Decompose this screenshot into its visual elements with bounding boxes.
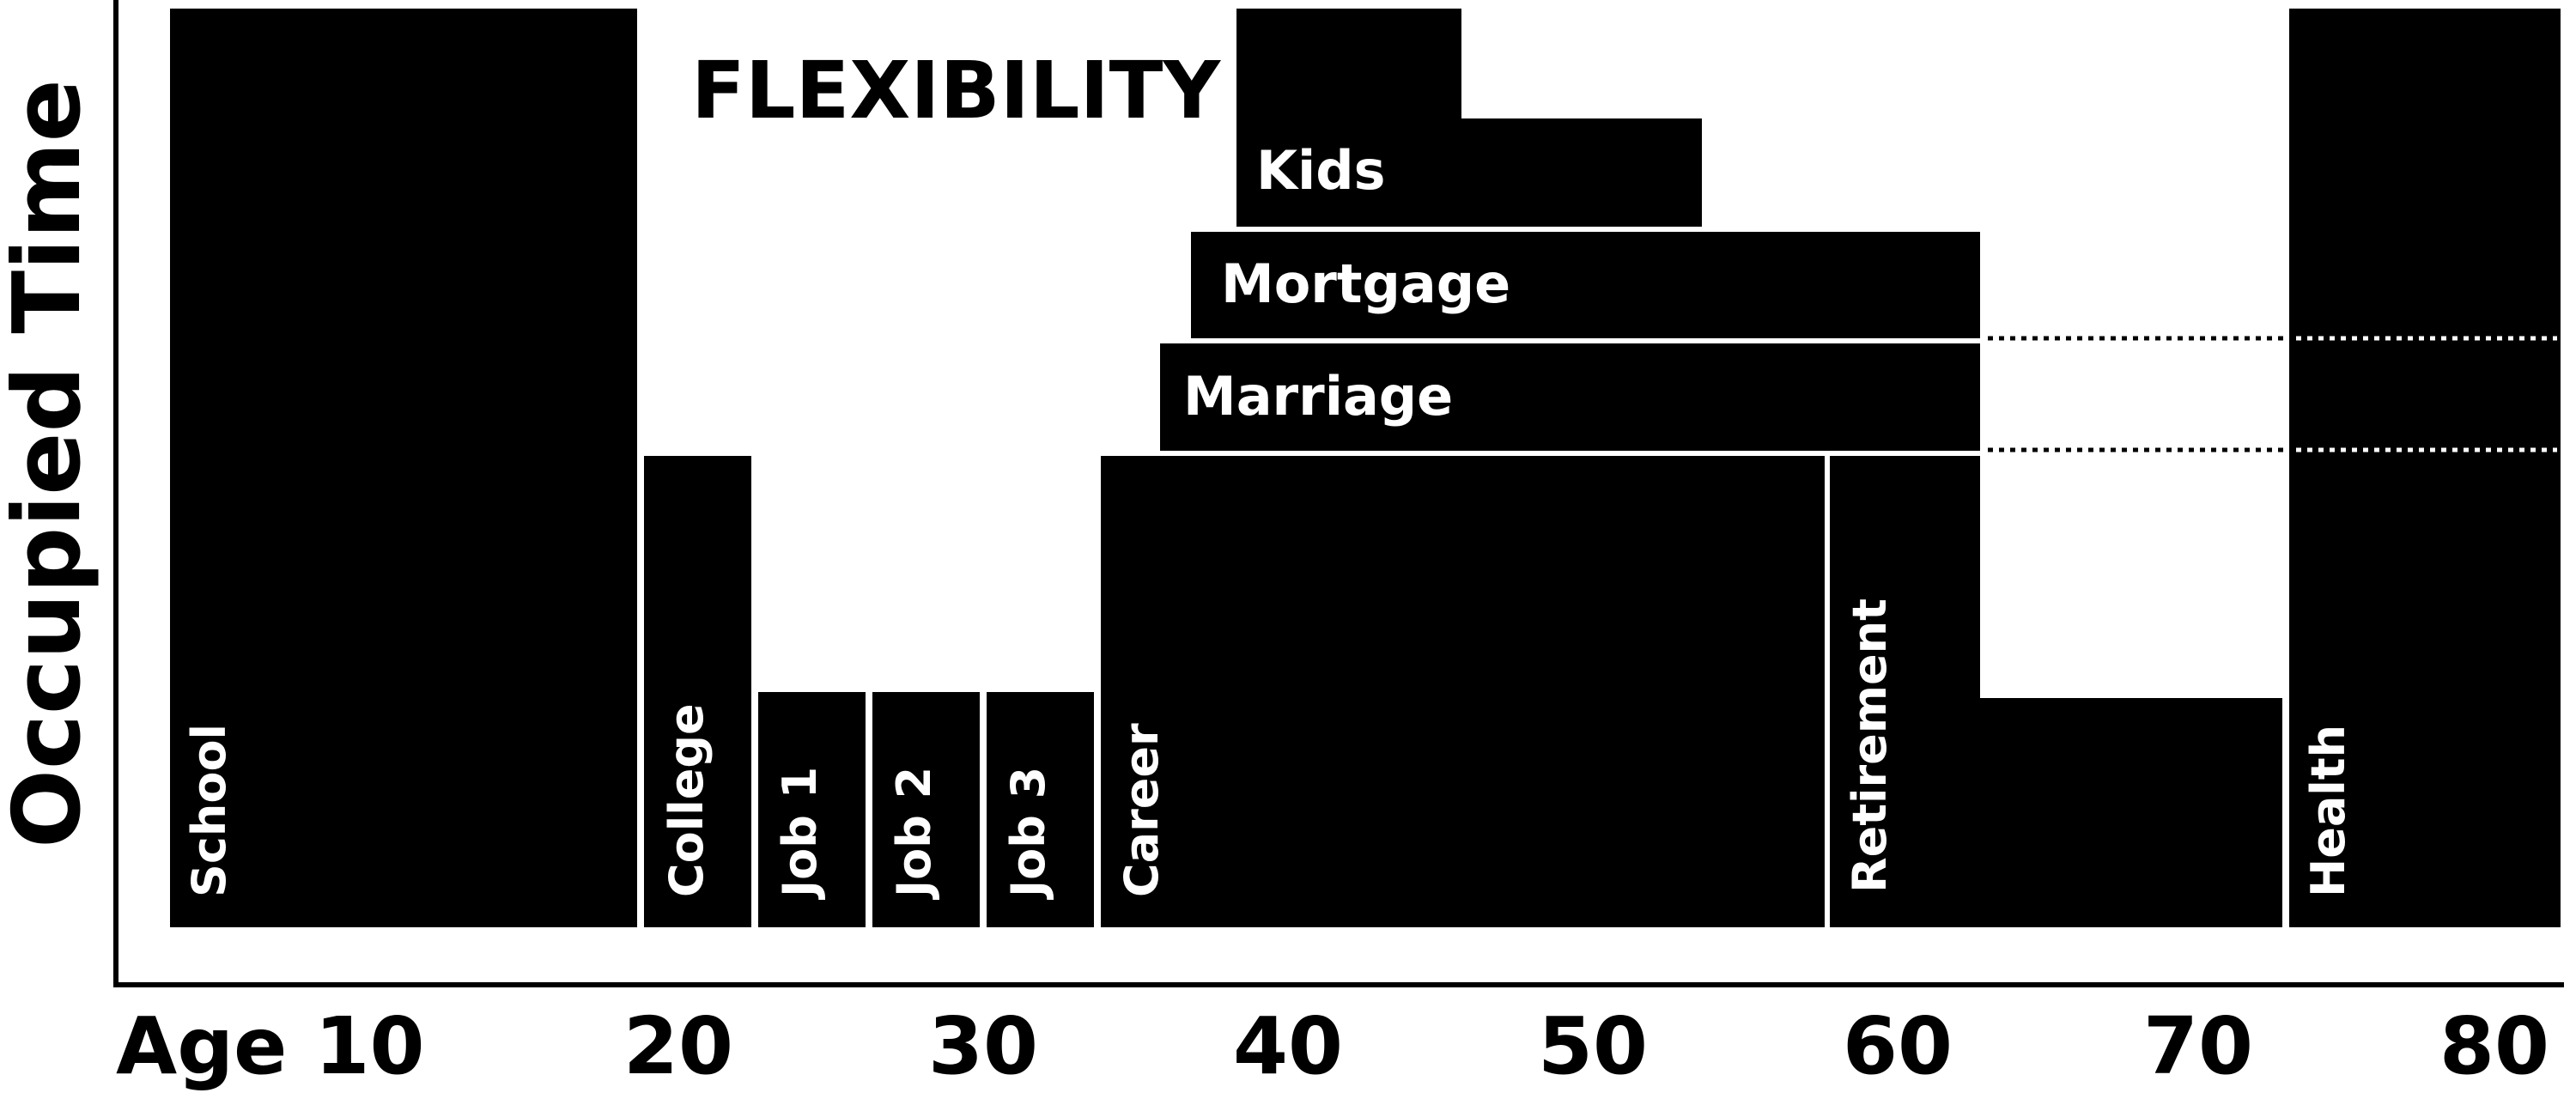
mortgage-label: Mortgage: [1221, 252, 1510, 315]
school-block: [170, 9, 637, 927]
marriage-block: [1160, 343, 1980, 451]
school-label: School: [182, 724, 236, 897]
x-label-80: 80: [2439, 1000, 2549, 1092]
career-label: Career: [1115, 723, 1169, 897]
job1-label: Job 1: [773, 767, 827, 901]
x-label-60: 60: [1843, 1000, 1953, 1092]
job3-block: [987, 692, 1094, 927]
health-block: [2289, 9, 2561, 927]
health-label: Health: [2301, 725, 2355, 897]
mortgage-block: [1191, 232, 1980, 338]
x-label-age-10: Age 10: [116, 1000, 425, 1092]
college-label: College: [659, 703, 714, 897]
y-axis-label: Occupied Time: [0, 79, 101, 848]
kids-label: Kids: [1256, 139, 1386, 202]
y-axis-line: [113, 0, 118, 987]
x-axis-line: [113, 982, 2564, 987]
marriage-label: Marriage: [1183, 365, 1453, 428]
kids-block-lower: [1236, 118, 1702, 227]
job3-label: Job 3: [1001, 767, 1055, 901]
job2-block: [872, 692, 980, 927]
x-label-50: 50: [1538, 1000, 1648, 1092]
x-label-70: 70: [2143, 1000, 2253, 1092]
x-label-20: 20: [623, 1000, 733, 1092]
job1-block: [758, 692, 866, 927]
x-label-30: 30: [928, 1000, 1038, 1092]
x-label-40: 40: [1233, 1000, 1343, 1092]
retirement-block-lower: [1830, 698, 2282, 927]
retirement-label: Retirement: [1843, 598, 1897, 893]
career-block: [1101, 456, 1825, 927]
job2-label: Job 2: [887, 767, 941, 901]
diagram-title: FLEXIBILITY: [691, 45, 1221, 137]
college-block: [644, 456, 751, 927]
